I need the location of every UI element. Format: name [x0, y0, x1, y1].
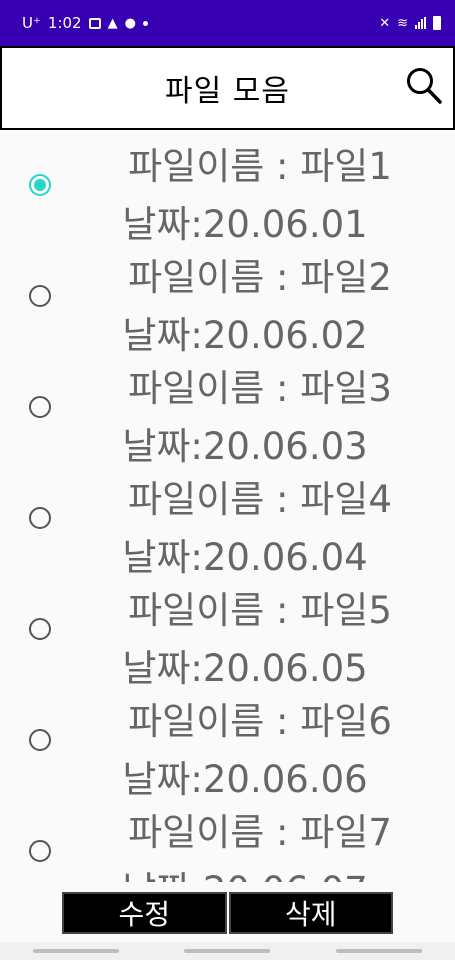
edit-button[interactable]: 수정: [62, 892, 227, 934]
file-date-label: 날짜:20.06.05: [122, 647, 368, 690]
status-right: ✕ ≋: [379, 16, 441, 30]
search-icon[interactable]: [405, 66, 443, 106]
file-select-radio[interactable]: [29, 840, 51, 862]
file-select-radio[interactable]: [29, 285, 51, 307]
list-item[interactable]: 파일이름 : 파일6 날짜:20.06.06: [0, 685, 455, 801]
file-select-radio[interactable]: [29, 507, 51, 529]
action-bar: 수정 삭제: [62, 892, 393, 934]
more-notifications-icon: [142, 20, 148, 26]
file-name-label: 파일이름 : 파일2: [128, 256, 392, 299]
file-name-label: 파일이름 : 파일5: [128, 589, 392, 632]
file-select-radio[interactable]: [29, 618, 51, 640]
list-item[interactable]: 파일이름 : 파일7 날짜:20.06.07: [0, 796, 455, 882]
mute-icon: ✕: [379, 15, 391, 31]
status-bar: U⁺ 1:02 ▲ ● ✕ ≋: [0, 0, 455, 46]
file-date-label: 날짜:20.06.02: [122, 314, 368, 357]
list-item[interactable]: 파일이름 : 파일1 날짜:20.06.01: [0, 130, 455, 246]
app-header: 파일 모음: [0, 46, 455, 130]
wifi-icon: ≋: [397, 15, 408, 31]
list-item[interactable]: 파일이름 : 파일3 날짜:20.06.03: [0, 352, 455, 468]
file-name-label: 파일이름 : 파일6: [128, 700, 392, 743]
file-name-label: 파일이름 : 파일4: [128, 478, 392, 521]
list-item[interactable]: 파일이름 : 파일4 날짜:20.06.04: [0, 463, 455, 579]
file-date-label: 날짜:20.06.07: [80, 860, 410, 882]
file-name-label: 파일이름 : 파일3: [128, 367, 392, 410]
gallery-icon: [88, 17, 101, 29]
chat-icon: ●: [124, 15, 136, 31]
notification-icon: ▲: [107, 15, 118, 31]
file-date-label: 날짜:20.06.03: [122, 425, 368, 468]
file-select-radio[interactable]: [29, 174, 51, 196]
file-list: 파일이름 : 파일1 날짜:20.06.01 파일이름 : 파일2 날짜:20.06.…: [0, 130, 455, 882]
delete-button[interactable]: 삭제: [228, 892, 393, 934]
file-date-label: 날짜:20.06.01: [122, 203, 368, 246]
list-item[interactable]: 파일이름 : 파일5 날짜:20.06.05: [0, 574, 455, 690]
battery-icon: [433, 16, 441, 30]
signal-icon: [415, 17, 426, 29]
list-item[interactable]: 파일이름 : 파일2 날짜:20.06.02: [0, 241, 455, 357]
carrier-label: U⁺: [22, 14, 41, 32]
status-left: U⁺ 1:02 ▲ ●: [22, 14, 148, 32]
status-time: 1:02: [47, 14, 82, 32]
file-date-label: 날짜:20.06.04: [122, 536, 368, 579]
file-date-label: 날짜:20.06.06: [122, 758, 368, 801]
nav-back-handle[interactable]: [336, 949, 423, 953]
file-name-label: 파일이름 : 파일7: [128, 811, 392, 854]
system-nav-bar: [0, 942, 455, 960]
nav-home-handle[interactable]: [184, 949, 271, 953]
file-name-label: 파일이름 : 파일1: [128, 145, 392, 188]
page-title: 파일 모음: [165, 74, 290, 109]
file-select-radio[interactable]: [29, 396, 51, 418]
nav-recents-handle[interactable]: [32, 949, 119, 953]
file-select-radio[interactable]: [29, 729, 51, 751]
